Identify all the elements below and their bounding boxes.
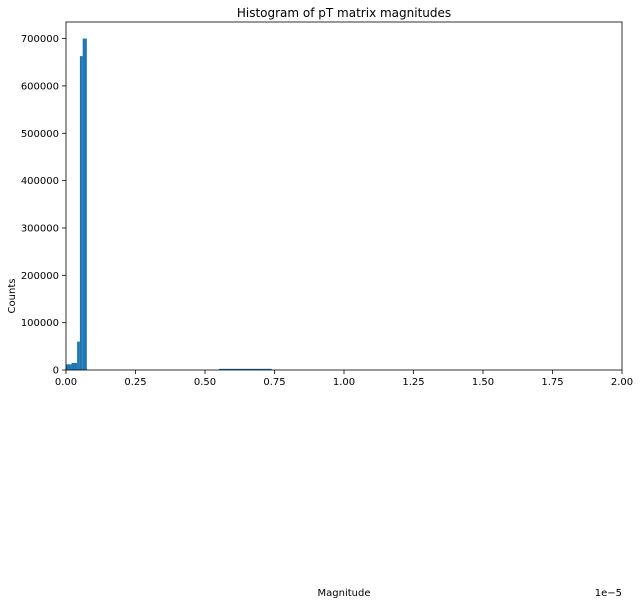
y-tick-label: 500000 bbox=[21, 129, 59, 140]
y-tick-label: 700000 bbox=[21, 34, 59, 45]
histogram-bar-2 bbox=[77, 341, 80, 370]
y-tick-label: 600000 bbox=[21, 81, 59, 92]
x-axis: 0.00 0.25 0.50 0.75 1.00 1.25 1.50 1.75 2.00 bbox=[55, 370, 633, 388]
y-tick-label: 0 bbox=[53, 366, 59, 377]
x-tick-label: 0.25 bbox=[124, 377, 146, 388]
plot-frame bbox=[65, 21, 623, 371]
histogram-bar-4 bbox=[82, 38, 87, 370]
x-tick-label: 1.25 bbox=[402, 377, 424, 388]
x-tick-label: 0.75 bbox=[263, 377, 285, 388]
x-tick-label: 1.50 bbox=[472, 377, 494, 388]
histogram-bar-1 bbox=[71, 362, 78, 370]
x-tick-label: 0.00 bbox=[55, 377, 77, 388]
y-axis: 0 100000 200000 300000 400000 500000 600000 700… bbox=[21, 34, 66, 377]
y-axis-label: Counts bbox=[7, 279, 18, 314]
y-tick-label: 200000 bbox=[21, 271, 59, 282]
x-tick-label: 1.00 bbox=[333, 377, 355, 388]
x-axis-label: Magnitude bbox=[318, 588, 371, 599]
y-tick-label: 300000 bbox=[21, 223, 59, 234]
x-tick-label: 1.75 bbox=[541, 377, 563, 388]
histogram-bars bbox=[66, 38, 272, 371]
chart-title: Histogram of pT matrix magnitudes bbox=[237, 6, 451, 20]
histogram-bar-5 bbox=[218, 368, 272, 370]
histogram-bar-0 bbox=[66, 364, 72, 370]
y-tick-label: 100000 bbox=[21, 318, 59, 329]
y-tick-label: 400000 bbox=[21, 176, 59, 187]
x-scale-offset-label: 1e−5 bbox=[595, 588, 622, 599]
x-tick-label: 0.50 bbox=[194, 377, 216, 388]
x-tick-label: 2.00 bbox=[611, 377, 633, 388]
histogram-bar-3 bbox=[79, 56, 83, 371]
